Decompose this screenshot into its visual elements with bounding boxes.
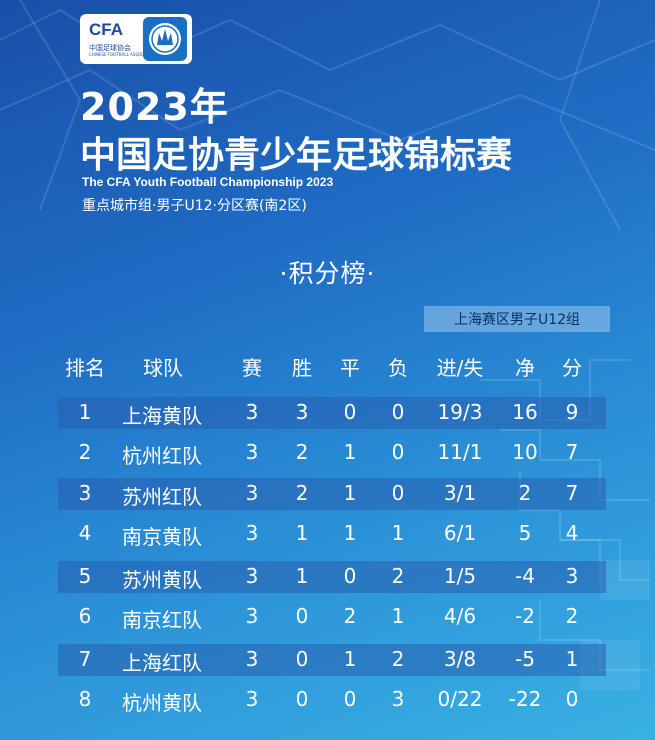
cell-goals: 11/1 <box>437 440 483 464</box>
cell-won: 1 <box>295 564 309 588</box>
cell-points: 4 <box>565 521 579 545</box>
cell-diff: -2 <box>515 604 535 628</box>
cell-lost: 0 <box>391 440 405 464</box>
cell-won: 0 <box>295 604 309 628</box>
cell-team: 苏州黄队 <box>122 568 202 592</box>
logo-abbr: CFA <box>89 20 123 39</box>
cell-goals: 1/5 <box>443 564 477 588</box>
col-diff-header: 净 <box>515 356 535 380</box>
logo-cn-name: 中国足球协会 <box>89 44 131 52</box>
cell-played: 3 <box>245 481 259 505</box>
cell-team: 上海黄队 <box>122 404 202 428</box>
cell-rank: 3 <box>78 481 92 505</box>
event-title-en: The CFA Youth Football Championship 2023 <box>82 175 334 189</box>
cell-played: 3 <box>245 440 259 464</box>
col-points-header: 分 <box>562 356 582 380</box>
cell-goals: 0/22 <box>437 687 483 711</box>
col-goals-header: 进/失 <box>436 356 484 380</box>
cell-played: 3 <box>245 687 259 711</box>
cell-team: 南京红队 <box>122 608 202 632</box>
cell-drawn: 1 <box>343 521 357 545</box>
cell-goals: 6/1 <box>443 521 477 545</box>
col-played-header: 赛 <box>242 356 262 380</box>
cell-goals: 3/1 <box>443 481 477 505</box>
cell-lost: 0 <box>391 481 405 505</box>
col-rank-header: 排名 <box>65 356 105 380</box>
cell-points: 0 <box>565 687 579 711</box>
cell-points: 7 <box>565 481 579 505</box>
cell-won: 2 <box>295 481 309 505</box>
cell-diff: 5 <box>518 521 532 545</box>
cell-drawn: 2 <box>343 604 357 628</box>
logo-en-name: CHINESE FOOTBALL ASSOCIATION <box>89 52 158 57</box>
cell-rank: 1 <box>78 400 92 424</box>
cell-team: 苏州红队 <box>122 485 202 509</box>
cfa-logo: CFA 中国足球协会 CHINESE FOOTBALL ASSOCIATION <box>80 14 192 64</box>
event-division: 重点城市组·男子U12·分区赛(南2区) <box>82 198 307 214</box>
cell-team: 杭州黄队 <box>122 691 202 715</box>
cell-drawn: 1 <box>343 481 357 505</box>
cell-points: 1 <box>565 647 579 671</box>
col-team-header: 球队 <box>143 356 183 380</box>
col-won-header: 胜 <box>292 356 312 380</box>
cell-lost: 1 <box>391 604 405 628</box>
cell-diff: -4 <box>515 564 535 588</box>
cell-played: 3 <box>245 521 259 545</box>
cell-diff: 2 <box>518 481 532 505</box>
cell-drawn: 1 <box>343 647 357 671</box>
cell-drawn: 0 <box>343 564 357 588</box>
cell-team: 杭州红队 <box>122 444 202 468</box>
cell-lost: 3 <box>391 687 405 711</box>
cell-played: 3 <box>245 564 259 588</box>
cell-won: 3 <box>295 400 309 424</box>
cell-lost: 0 <box>391 400 405 424</box>
row-band <box>58 397 606 429</box>
cell-team: 南京黄队 <box>122 525 202 549</box>
cell-lost: 2 <box>391 564 405 588</box>
cell-drawn: 0 <box>343 400 357 424</box>
cell-rank: 8 <box>78 687 92 711</box>
cell-diff: 10 <box>512 440 538 464</box>
event-year: 2023年 <box>80 85 229 129</box>
cell-won: 2 <box>295 440 309 464</box>
event-title: 中国足协青少年足球锦标赛 <box>80 135 513 176</box>
cell-rank: 7 <box>78 647 92 671</box>
cell-drawn: 1 <box>343 440 357 464</box>
cell-played: 3 <box>245 604 259 628</box>
zone-tag: 上海赛区男子U12组 <box>424 306 610 332</box>
cell-lost: 2 <box>391 647 405 671</box>
cell-rank: 5 <box>78 564 92 588</box>
cell-team: 上海红队 <box>122 651 202 675</box>
cell-points: 3 <box>565 564 579 588</box>
row-band <box>58 644 606 676</box>
cell-won: 0 <box>295 687 309 711</box>
cell-played: 3 <box>245 400 259 424</box>
cell-rank: 2 <box>78 440 92 464</box>
cell-diff: -22 <box>508 687 542 711</box>
cell-played: 3 <box>245 647 259 671</box>
cell-lost: 1 <box>391 521 405 545</box>
cell-rank: 4 <box>78 521 92 545</box>
row-band <box>58 478 606 510</box>
cell-points: 2 <box>565 604 579 628</box>
row-band <box>58 561 606 593</box>
cell-rank: 6 <box>78 604 92 628</box>
cell-goals: 4/6 <box>443 604 477 628</box>
cell-drawn: 0 <box>343 687 357 711</box>
standings-title: ·积分榜· <box>279 259 376 288</box>
cell-won: 0 <box>295 647 309 671</box>
col-lost-header: 负 <box>388 356 408 380</box>
cell-diff: -5 <box>515 647 535 671</box>
cell-points: 9 <box>565 400 579 424</box>
cfa-emblem-icon <box>143 17 187 61</box>
cell-diff: 16 <box>512 400 538 424</box>
cell-goals: 19/3 <box>437 400 483 424</box>
col-drawn-header: 平 <box>340 356 360 380</box>
cell-points: 7 <box>565 440 579 464</box>
cell-goals: 3/8 <box>443 647 477 671</box>
cell-won: 1 <box>295 521 309 545</box>
